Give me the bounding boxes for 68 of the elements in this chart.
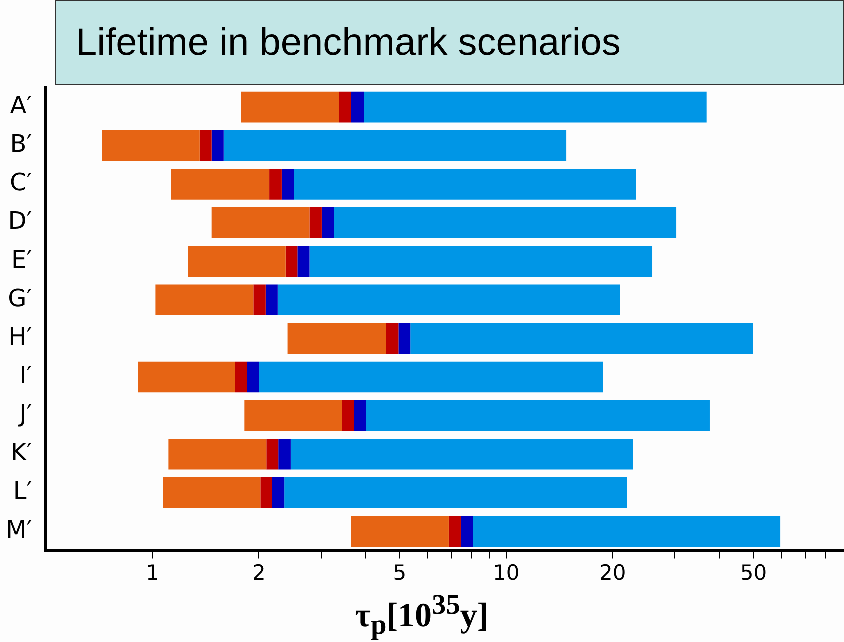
bar — [259, 362, 604, 393]
bar — [241, 92, 340, 123]
bar — [386, 323, 399, 354]
y-tick-label: I′ — [20, 361, 32, 390]
bar — [247, 362, 260, 393]
x-axis-title: τ$_{p}$[10$^{35}$y] — [354, 590, 490, 642]
x-tick-label: 1 — [146, 560, 160, 585]
bar — [282, 168, 294, 200]
bar — [294, 168, 636, 200]
chart-title: Lifetime in benchmark scenarios — [55, 0, 844, 85]
bar — [366, 400, 710, 432]
bar — [410, 323, 754, 354]
bar — [102, 130, 200, 162]
x-tick-label: 5 — [393, 560, 407, 585]
bar — [156, 284, 254, 316]
bar — [448, 516, 461, 547]
bar — [278, 284, 620, 316]
bar — [212, 130, 224, 162]
bar — [266, 438, 279, 470]
bar — [286, 246, 298, 277]
bar — [272, 478, 285, 508]
y-tick-label: G′ — [8, 284, 32, 312]
bar — [342, 400, 354, 432]
bar — [398, 323, 411, 354]
y-tick-label: E′ — [12, 246, 32, 274]
x-tick-label: 10 — [493, 560, 520, 585]
bar — [310, 246, 653, 277]
bar — [188, 246, 286, 277]
bar — [212, 208, 310, 238]
y-tick-label: A′ — [10, 92, 32, 120]
bar — [334, 208, 677, 238]
bar — [284, 478, 628, 508]
y-tick-label: J′ — [18, 400, 32, 428]
bar — [200, 130, 212, 162]
x-tick-label: 50 — [740, 560, 768, 585]
bar — [244, 400, 342, 432]
bar — [290, 438, 634, 470]
bar — [224, 130, 567, 162]
bar — [266, 284, 278, 316]
bar — [351, 92, 364, 123]
bar — [270, 168, 282, 200]
bar — [254, 284, 266, 316]
bar — [339, 92, 352, 123]
y-tick-label: M′ — [6, 516, 32, 544]
y-tick-label: B′ — [10, 130, 32, 158]
y-tick-label: K′ — [10, 438, 32, 467]
bar — [168, 438, 267, 470]
bar — [310, 208, 322, 238]
bar — [288, 323, 386, 354]
bar — [322, 208, 334, 238]
bar — [278, 438, 291, 470]
x-tick-label: 20 — [600, 560, 626, 585]
x-tick-label: 2 — [252, 560, 266, 585]
y-tick-label: C′ — [10, 168, 32, 197]
bar — [351, 516, 449, 547]
bar — [473, 516, 781, 547]
bar — [138, 362, 236, 393]
bar — [260, 478, 272, 508]
bar — [235, 362, 248, 393]
bar — [460, 516, 474, 547]
bar — [298, 246, 310, 277]
y-tick-label: D′ — [8, 207, 32, 236]
y-tick-label: L′ — [13, 477, 32, 506]
bar — [354, 400, 366, 432]
bar — [163, 478, 261, 508]
y-tick-label: H′ — [8, 322, 32, 351]
bar — [364, 92, 707, 123]
bar — [171, 168, 270, 200]
